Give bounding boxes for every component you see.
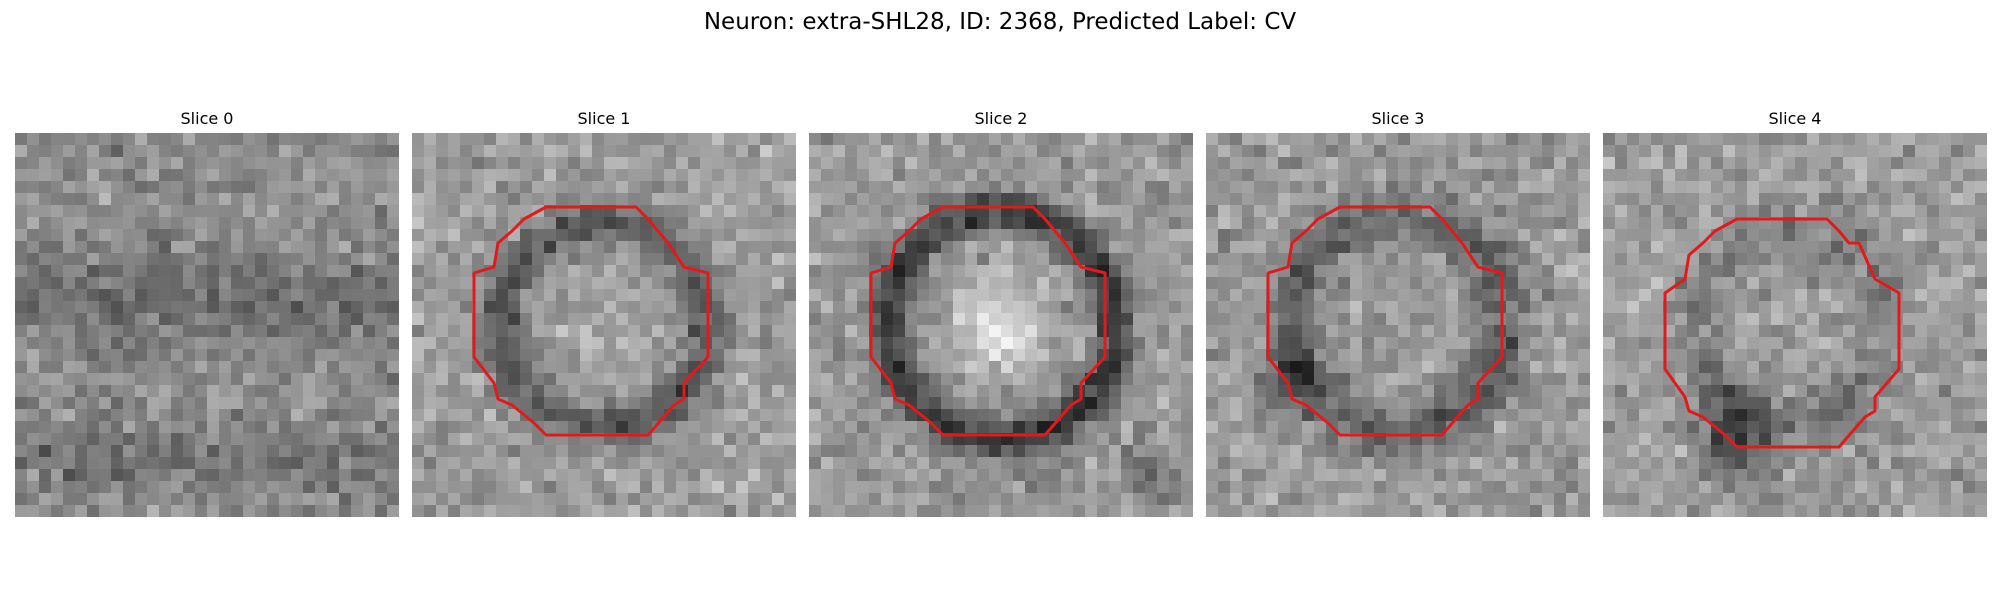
slice-title: Slice 3: [1371, 109, 1425, 128]
slice-image: [15, 133, 399, 517]
slice-image: [809, 133, 1193, 517]
slice-image: [1206, 133, 1590, 517]
slice-title: Slice 1: [577, 109, 631, 128]
slice-image: [1603, 133, 1987, 517]
figure-title: Neuron: extra-SHL28, ID: 2368, Predicted…: [703, 9, 1297, 35]
slice-image: [412, 133, 796, 517]
roi-outline: [1266, 205, 1504, 437]
slice-title: Slice 0: [180, 109, 234, 128]
roi-outline: [869, 205, 1107, 437]
roi-outline: [1663, 217, 1901, 449]
slice-title: Slice 2: [974, 109, 1028, 128]
slice-title: Slice 4: [1768, 109, 1822, 128]
roi-outline: [472, 205, 710, 437]
